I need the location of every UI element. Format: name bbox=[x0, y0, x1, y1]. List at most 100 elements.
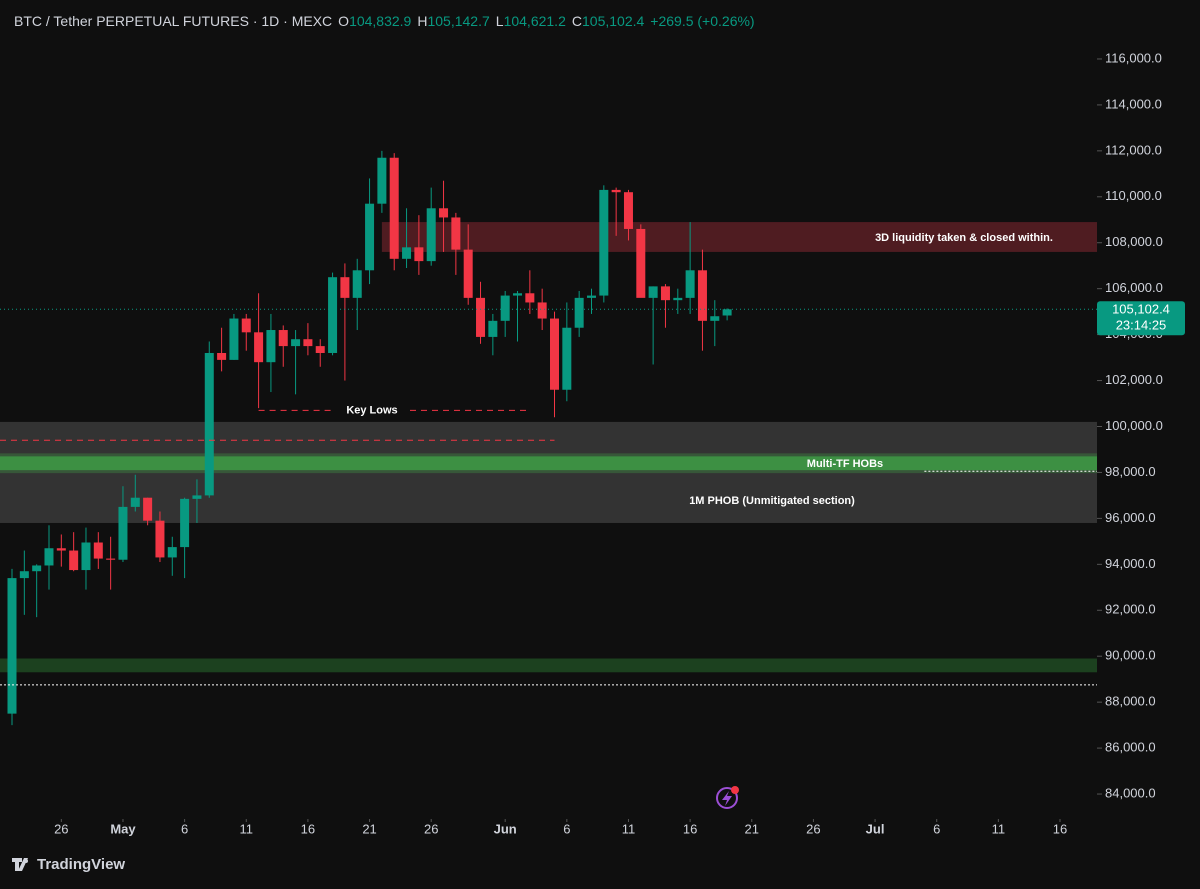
candle-body bbox=[377, 157, 387, 204]
price-badge bbox=[1097, 301, 1185, 336]
candle-body bbox=[328, 277, 338, 353]
candle-body bbox=[7, 578, 17, 714]
candle-body bbox=[586, 295, 596, 298]
candle-body bbox=[241, 318, 251, 333]
candle-body bbox=[130, 497, 140, 507]
x-tick-label: 6 bbox=[181, 821, 188, 836]
brand-logo bbox=[12, 858, 28, 871]
candle-body bbox=[167, 547, 177, 558]
zone-label: 1M PHOB (Unmitigated section) bbox=[689, 495, 855, 507]
candle-body bbox=[574, 297, 584, 328]
candle-body bbox=[155, 520, 165, 558]
candle-body bbox=[451, 217, 461, 250]
candle-body bbox=[303, 339, 313, 347]
header-o-label: O bbox=[338, 13, 349, 29]
x-tick-label: 11 bbox=[622, 821, 636, 836]
zone-label: 3D liquidity taken & closed within. bbox=[875, 232, 1053, 244]
y-tick-label: 114,000.0 bbox=[1105, 96, 1162, 111]
candle-body bbox=[648, 286, 658, 298]
header-symbol: BTC / Tether PERPETUAL FUTURES · 1D · ME… bbox=[14, 13, 332, 29]
candle-body bbox=[56, 548, 66, 551]
candle-body bbox=[599, 189, 609, 296]
candle-body bbox=[389, 157, 399, 259]
candle-body bbox=[660, 286, 670, 301]
y-tick-label: 102,000.0 bbox=[1105, 372, 1163, 387]
candle-body bbox=[636, 228, 646, 298]
candle-body bbox=[93, 542, 103, 559]
countdown: 23:14:25 bbox=[1116, 318, 1167, 333]
candle-body bbox=[513, 293, 523, 296]
candle-body bbox=[266, 330, 276, 363]
candle-body bbox=[229, 318, 239, 360]
x-tick-label: 6 bbox=[563, 821, 570, 836]
x-tick-label: May bbox=[110, 821, 136, 836]
candle-body bbox=[414, 247, 424, 262]
header-l: 104,621.2 bbox=[504, 13, 566, 29]
y-tick-label: 92,000.0 bbox=[1105, 602, 1156, 617]
price-label: 105,102.4 bbox=[1112, 302, 1170, 317]
zone bbox=[0, 456, 1097, 471]
candle-body bbox=[623, 192, 633, 229]
y-tick-label: 86,000.0 bbox=[1105, 740, 1156, 755]
candle-body bbox=[254, 332, 264, 363]
zone bbox=[0, 658, 1097, 673]
candle-body bbox=[476, 297, 486, 337]
candle-body bbox=[291, 339, 301, 347]
y-tick-label: 94,000.0 bbox=[1105, 556, 1156, 571]
candle-body bbox=[463, 249, 473, 298]
y-tick-label: 110,000.0 bbox=[1105, 188, 1162, 203]
candle-body bbox=[710, 316, 720, 321]
x-tick-label: Jun bbox=[494, 821, 517, 836]
y-tick-label: 100,000.0 bbox=[1105, 418, 1163, 433]
x-tick-label: 11 bbox=[240, 821, 254, 836]
candle-body bbox=[537, 302, 547, 319]
y-tick-label: 112,000.0 bbox=[1105, 142, 1162, 157]
x-tick-label: 6 bbox=[933, 821, 940, 836]
brand: TradingView bbox=[37, 856, 125, 873]
x-tick-label: 21 bbox=[362, 821, 376, 836]
y-tick-label: 98,000.0 bbox=[1105, 464, 1156, 479]
header-change: +269.5 (+0.26%) bbox=[650, 13, 754, 29]
candle-body bbox=[697, 270, 707, 321]
candle-body bbox=[19, 571, 29, 579]
candle-body bbox=[562, 327, 572, 390]
zone-edge bbox=[0, 453, 1097, 474]
header: BTC / Tether PERPETUAL FUTURES · 1D · ME… bbox=[14, 13, 755, 29]
candle-body bbox=[217, 352, 227, 360]
candle-body bbox=[722, 309, 732, 316]
y-tick-label: 96,000.0 bbox=[1105, 510, 1156, 525]
candle-body bbox=[550, 318, 559, 390]
x-tick-label: 16 bbox=[301, 821, 315, 836]
x-tick-label: 26 bbox=[424, 821, 438, 836]
candle-body bbox=[278, 330, 288, 347]
header-c-label: C bbox=[572, 13, 582, 29]
zone bbox=[381, 222, 1097, 252]
alert-icon[interactable] bbox=[716, 786, 739, 809]
candle-body bbox=[352, 270, 362, 298]
x-tick-label: 16 bbox=[1053, 821, 1067, 836]
candle-body bbox=[192, 495, 202, 499]
candle-body bbox=[439, 208, 449, 218]
header-o: 104,832.9 bbox=[349, 13, 411, 29]
x-tick-label: 26 bbox=[806, 821, 820, 836]
candle-body bbox=[180, 498, 190, 548]
candle-body bbox=[685, 270, 695, 298]
candle-body bbox=[611, 189, 621, 193]
x-tick-label: 16 bbox=[683, 821, 697, 836]
candle-body bbox=[673, 297, 683, 301]
header-c: 105,102.4 bbox=[582, 13, 644, 29]
y-tick-label: 116,000.0 bbox=[1105, 50, 1162, 65]
candle-body bbox=[118, 506, 128, 560]
header-l-label: L bbox=[496, 13, 504, 29]
candle-body bbox=[106, 558, 116, 560]
zone-label: Multi-TF HOBs bbox=[807, 458, 883, 470]
y-tick-label: 106,000.0 bbox=[1105, 280, 1163, 295]
candle-body bbox=[32, 565, 42, 572]
x-tick-label: 21 bbox=[745, 821, 759, 836]
x-tick-label: 26 bbox=[54, 821, 68, 836]
candle-body bbox=[500, 295, 510, 321]
level-label: Key Lows bbox=[346, 404, 397, 416]
header-h: 105,142.7 bbox=[427, 13, 489, 29]
candle-body bbox=[69, 550, 79, 571]
